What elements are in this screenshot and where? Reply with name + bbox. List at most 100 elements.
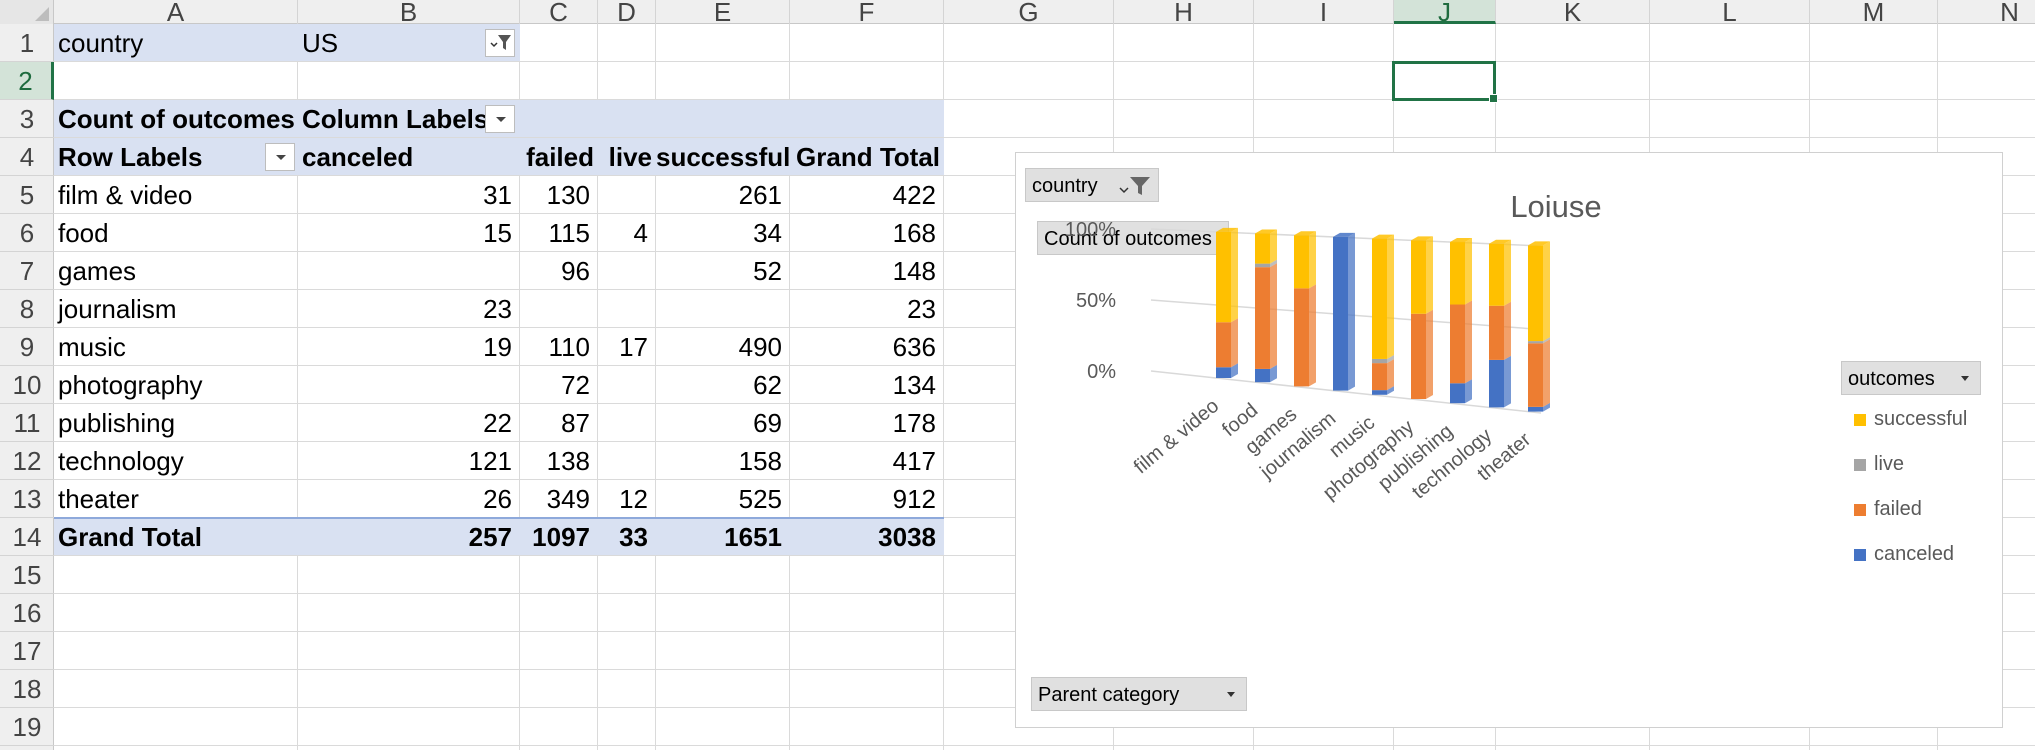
row-header-19[interactable]: 19 [0, 708, 54, 746]
column-header-K[interactable]: K [1496, 0, 1650, 24]
row-header-4[interactable]: 4 [0, 138, 54, 176]
legend-swatch [1854, 548, 1866, 561]
row-header-17[interactable]: 17 [0, 632, 54, 670]
row-header-9[interactable]: 9 [0, 328, 54, 366]
pivot-value-cell: 261 [738, 180, 782, 210]
row-header-16[interactable]: 16 [0, 594, 54, 632]
legend-field-button[interactable]: outcomes [1841, 361, 1981, 395]
pivot-value-cell: 69 [753, 408, 782, 438]
row-labels-dropdown[interactable] [265, 143, 295, 171]
column-header-C[interactable]: C [520, 0, 598, 24]
bar-side-successful [1309, 231, 1316, 289]
grand-total-value: 1097 [532, 522, 590, 552]
chart-plot-area: 100%50%0%film & videofoodgamesjournalism… [1065, 219, 1550, 504]
pivot-band [54, 24, 520, 61]
bar-side-failed [1426, 309, 1433, 399]
bar-segment-successful [1411, 240, 1426, 314]
pivot-column-labels[interactable]: Column Labels [302, 104, 489, 134]
row-header-15[interactable]: 15 [0, 556, 54, 594]
pivot-value-cell: 636 [892, 332, 936, 362]
column-header-L[interactable]: L [1650, 0, 1810, 24]
filter-field-value[interactable]: US [302, 28, 339, 58]
column-header-G[interactable]: G [944, 0, 1114, 24]
pivot-value-cell: 72 [561, 370, 590, 400]
bar-side-failed [1465, 300, 1472, 384]
bar-side-successful [1543, 241, 1550, 342]
bar-side-failed [1504, 301, 1511, 360]
row-header-8[interactable]: 8 [0, 290, 54, 328]
row-header-6[interactable]: 6 [0, 214, 54, 252]
pivot-row-label: music [58, 332, 126, 362]
grand-total-value: 1651 [724, 522, 782, 552]
pivot-value-cell: 158 [738, 446, 782, 476]
pivot-value-cell: 912 [892, 484, 936, 514]
bar-segment-successful [1216, 231, 1231, 323]
column-header-A[interactable]: A [54, 0, 298, 24]
column-header-I[interactable]: I [1254, 0, 1394, 24]
pivot-value-cell [598, 252, 656, 290]
pivot-value-cell: 130 [546, 180, 590, 210]
bar-side-live [1270, 259, 1277, 268]
row-header-11[interactable]: 11 [0, 404, 54, 442]
column-header-B[interactable]: B [298, 0, 520, 24]
legend-label: successful [1874, 408, 1968, 430]
pivot-value-cell: 96 [561, 256, 590, 286]
row-header-1[interactable]: 1 [0, 24, 54, 62]
pivot-value-cell [598, 290, 656, 328]
column-header-F[interactable]: F [790, 0, 944, 24]
row-header-18[interactable]: 18 [0, 670, 54, 708]
bar-side-canceled [1504, 355, 1511, 408]
gridline [655, 24, 656, 750]
bar-side-successful [1426, 236, 1433, 314]
column-header-D[interactable]: D [598, 0, 656, 24]
bar-side-failed [1543, 339, 1550, 407]
gridline [297, 24, 298, 750]
pivot-column-header: Grand Total [796, 142, 940, 172]
pivot-value-cell: 15 [483, 218, 512, 248]
row-header-14[interactable]: 14 [0, 518, 54, 556]
pivot-column-header: canceled [302, 142, 414, 172]
chart-values-button[interactable]: Count of outcomes [1037, 221, 1229, 255]
bar-side-successful [1231, 227, 1238, 323]
country-filter-button[interactable] [485, 29, 515, 57]
bar-side-successful [1387, 234, 1394, 359]
pivot-row-labels[interactable]: Row Labels [58, 142, 203, 172]
row-header-2[interactable]: 2 [0, 62, 54, 100]
pivot-value-cell [656, 290, 790, 328]
active-cell-J2[interactable] [1392, 61, 1498, 103]
column-header-M[interactable]: M [1810, 0, 1938, 24]
legend-item-failed: failed [1854, 497, 1922, 521]
chart-filter-button[interactable]: country [1025, 168, 1159, 202]
pivot-row-label: technology [58, 446, 184, 476]
row-header-3[interactable]: 3 [0, 100, 54, 138]
bar-cap [1216, 227, 1238, 232]
row-header-10[interactable]: 10 [0, 366, 54, 404]
gridline [519, 24, 520, 750]
pivot-chart[interactable]: country Count of outcomes Loiuse 100% 50%… [1015, 152, 2003, 728]
row-header-13[interactable]: 13 [0, 480, 54, 518]
select-all-corner[interactable] [0, 0, 54, 24]
pivot-value-cell: 62 [753, 370, 782, 400]
pivot-value-cell: 168 [892, 218, 936, 248]
grand-total-label: Grand Total [58, 522, 202, 552]
bar-segment-canceled [1255, 368, 1270, 383]
column-header-J[interactable]: J [1394, 0, 1496, 24]
column-labels-dropdown[interactable] [485, 105, 515, 133]
row-header-12[interactable]: 12 [0, 442, 54, 480]
pivot-value-cell [298, 252, 520, 290]
column-header-H[interactable]: H [1114, 0, 1254, 24]
pivot-value-cell: 52 [753, 256, 782, 286]
column-header-N[interactable]: N [1938, 0, 2035, 24]
chart-filter-label: country [1032, 175, 1098, 197]
axis-field-button[interactable]: Parent category [1031, 677, 1247, 711]
row-header-7[interactable]: 7 [0, 252, 54, 290]
bar-segment-canceled [1372, 390, 1387, 395]
pivot-value-cell: 12 [619, 484, 648, 514]
bar-segment-failed [1372, 363, 1387, 391]
column-header-E[interactable]: E [656, 0, 790, 24]
bar-side-live [1387, 354, 1394, 364]
row-header-5[interactable]: 5 [0, 176, 54, 214]
bar-side-canceled [1465, 379, 1472, 404]
pivot-band [54, 138, 944, 175]
